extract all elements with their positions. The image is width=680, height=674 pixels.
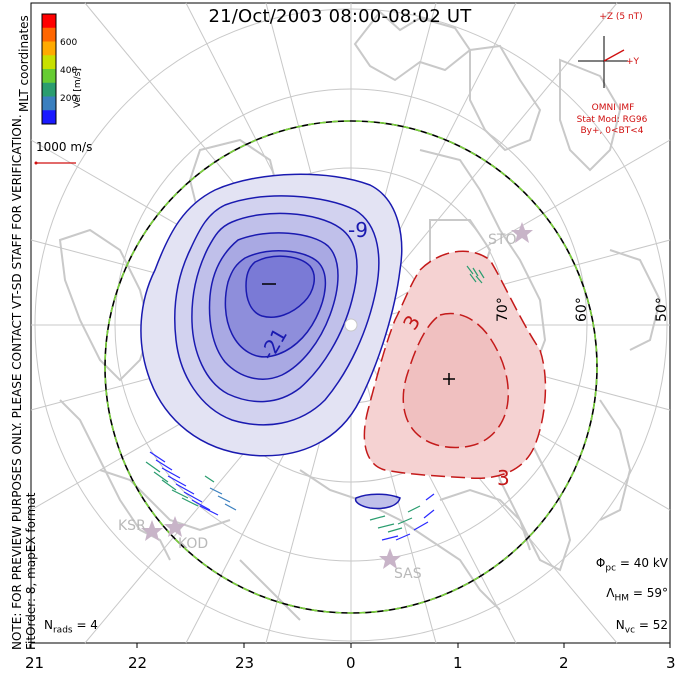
imf-clock xyxy=(578,36,628,88)
phi-value: = 40 kV xyxy=(619,556,668,570)
reference-vector-label: 1000 m/s xyxy=(36,140,93,154)
latitude-label-60: 60° xyxy=(574,297,590,322)
mlt-tick-1: 1 xyxy=(453,654,463,672)
radar-label-sto: STO xyxy=(488,232,517,248)
colorbar-tick-600: 600 xyxy=(60,38,78,48)
nvc-symbol: N xyxy=(615,618,625,632)
latitude-label-50: 50° xyxy=(654,297,670,322)
colorbar-swatch xyxy=(42,96,56,111)
radar-label-kod: KOD xyxy=(178,536,209,552)
nvc-subscript: vc xyxy=(624,625,636,636)
hm-boundary-dash xyxy=(104,120,598,614)
hm-latitude: ΛHM = 59° xyxy=(606,586,668,603)
mlt-tick-23: 23 xyxy=(235,654,255,672)
nrads-subscript: rads xyxy=(52,625,73,636)
mlt-tick-3: 3 xyxy=(666,654,676,672)
velocity-colorbar xyxy=(41,13,57,125)
radar-label-ksr: KSR xyxy=(118,518,146,534)
imf-scale-label: +Z (5 nT) xyxy=(599,12,643,22)
colorbar-swatch xyxy=(42,14,56,29)
radar-count: Nrads = 4 xyxy=(44,618,98,635)
lambda-subscript: HM xyxy=(614,593,630,604)
colorbar-swatch xyxy=(42,41,56,56)
coordinate-system-label: MLT coordinates xyxy=(17,15,31,112)
phi-symbol: Φ xyxy=(595,556,606,570)
radar-markers xyxy=(141,222,533,569)
vector-count: Nvc = 52 xyxy=(616,618,668,635)
contour-label-neg9: -9 xyxy=(348,218,368,242)
stat-model-label: Stat Mod: RG96 xyxy=(576,115,648,125)
colorbar-tick-200: 200 xyxy=(60,94,78,104)
nrads-value: = 4 xyxy=(76,618,98,632)
imf-source-label: OMNI IMF xyxy=(591,103,635,113)
nvc-value: = 52 xyxy=(638,618,668,632)
map-title: 21/Oct/2003 08:00-08:02 UT xyxy=(208,6,472,27)
colorbar-swatch xyxy=(42,110,56,125)
colorbar-swatch xyxy=(42,55,56,70)
negative-potential-cell xyxy=(140,173,403,457)
cross-polar-potential: Φpc = 40 kV xyxy=(596,556,668,573)
colorbar-frame xyxy=(41,13,57,125)
imf-condition-label: By+, 0<BT<4 xyxy=(580,126,644,136)
mlt-tick-marks xyxy=(30,643,671,648)
mlt-tick-22: 22 xyxy=(128,654,148,672)
colorbar-swatch xyxy=(42,69,56,84)
colorbar-swatch xyxy=(42,27,56,42)
imf-y-label: +Y xyxy=(626,57,640,67)
negative-patch xyxy=(354,493,401,510)
lambda-symbol: Λ xyxy=(606,586,615,600)
positive-potential-cell xyxy=(363,250,547,479)
lambda-value: = 59° xyxy=(632,586,668,600)
mlt-tick-21: 21 xyxy=(25,654,45,672)
radar-label-sas: SAS xyxy=(394,566,422,582)
mlt-tick-2: 2 xyxy=(559,654,569,672)
phi-subscript: pc xyxy=(605,563,617,574)
latitude-label-70: 70° xyxy=(495,297,511,322)
nrads-symbol: N xyxy=(44,618,53,632)
colorbar-swatch xyxy=(42,82,56,97)
pole-marker xyxy=(344,318,358,332)
preview-note-line1: NOTE: FOR PREVIEW PURPOSES ONLY. PLEASE … xyxy=(10,114,24,650)
contour-label-3-lower: 3 xyxy=(497,466,510,490)
reference-vector xyxy=(34,161,76,165)
colorbar-tick-400: 400 xyxy=(60,66,78,76)
mlt-tick-0: 0 xyxy=(346,654,356,672)
velocity-vectors xyxy=(145,265,485,541)
